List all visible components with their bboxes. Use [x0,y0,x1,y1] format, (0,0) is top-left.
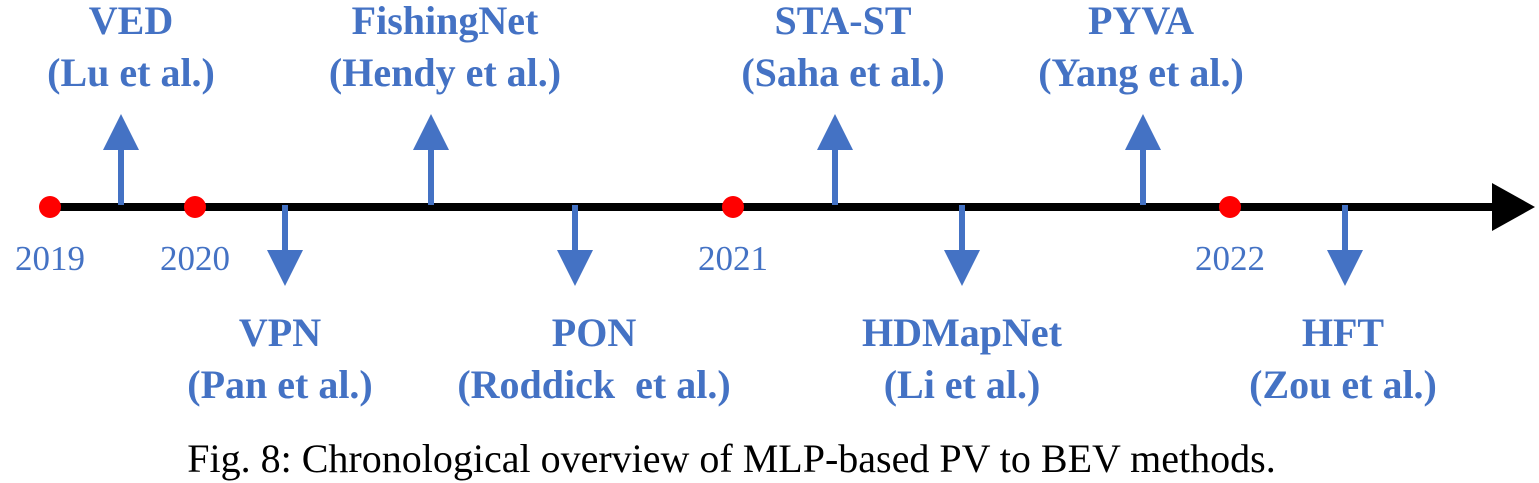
method-label-hft: HFT (Zou et al.) [1249,307,1437,411]
method-arrow-hdmapnet [944,205,980,286]
method-name: PYVA [1088,0,1194,43]
method-name: PON [551,310,637,355]
method-label-hdmapnet: HDMapNet (Li et al.) [862,307,1062,411]
method-arrow-pon [557,205,593,286]
timeline-arrowhead [1492,183,1535,231]
method-name: HDMapNet [862,310,1062,355]
method-name: FishingNet [351,0,539,43]
method-arrow-pyva [1125,114,1161,205]
method-arrow-hft [1327,205,1363,286]
figure-caption: Fig. 8: Chronological overview of MLP-ba… [187,436,1276,481]
year-label-2019: 2019 [15,239,85,278]
method-arrow-sta-st [817,114,853,205]
method-authors: (Hendy et al.) [328,50,562,95]
method-arrow-fishingnet [413,114,449,205]
method-label-pon: PON (Roddick et al.) [457,307,730,411]
method-arrow-vpn [267,205,303,286]
method-name: STA-ST [774,0,912,43]
year-label-2022: 2022 [1195,239,1265,278]
method-authors: (Li et al.) [883,362,1041,407]
method-authors: (Pan et al.) [187,362,373,407]
year-label-2021: 2021 [698,239,768,278]
year-dot-2021 [722,196,744,218]
method-authors: (Lu et al.) [47,50,215,95]
year-dot-2019 [39,196,61,218]
method-label-fishingnet: FishingNet (Hendy et al.) [329,0,561,99]
method-name: VED [88,0,174,43]
year-label-2020: 2020 [160,239,230,278]
method-arrow-ved [103,114,139,205]
method-label-pyva: PYVA (Yang et al.) [1038,0,1244,99]
method-label-ved: VED (Lu et al.) [47,0,215,99]
method-label-vpn: VPN (Pan et al.) [187,307,373,411]
method-authors: (Zou et al.) [1249,362,1437,407]
method-authors: (Saha et al.) [741,50,945,95]
year-dot-2022 [1219,196,1241,218]
method-label-sta-st: STA-ST (Saha et al.) [741,0,944,99]
method-authors: (Yang et al.) [1038,50,1244,95]
method-name: VPN [238,310,322,355]
method-name: HFT [1301,310,1385,355]
year-dot-2020 [184,196,206,218]
method-authors: (Roddick et al.) [457,362,731,407]
